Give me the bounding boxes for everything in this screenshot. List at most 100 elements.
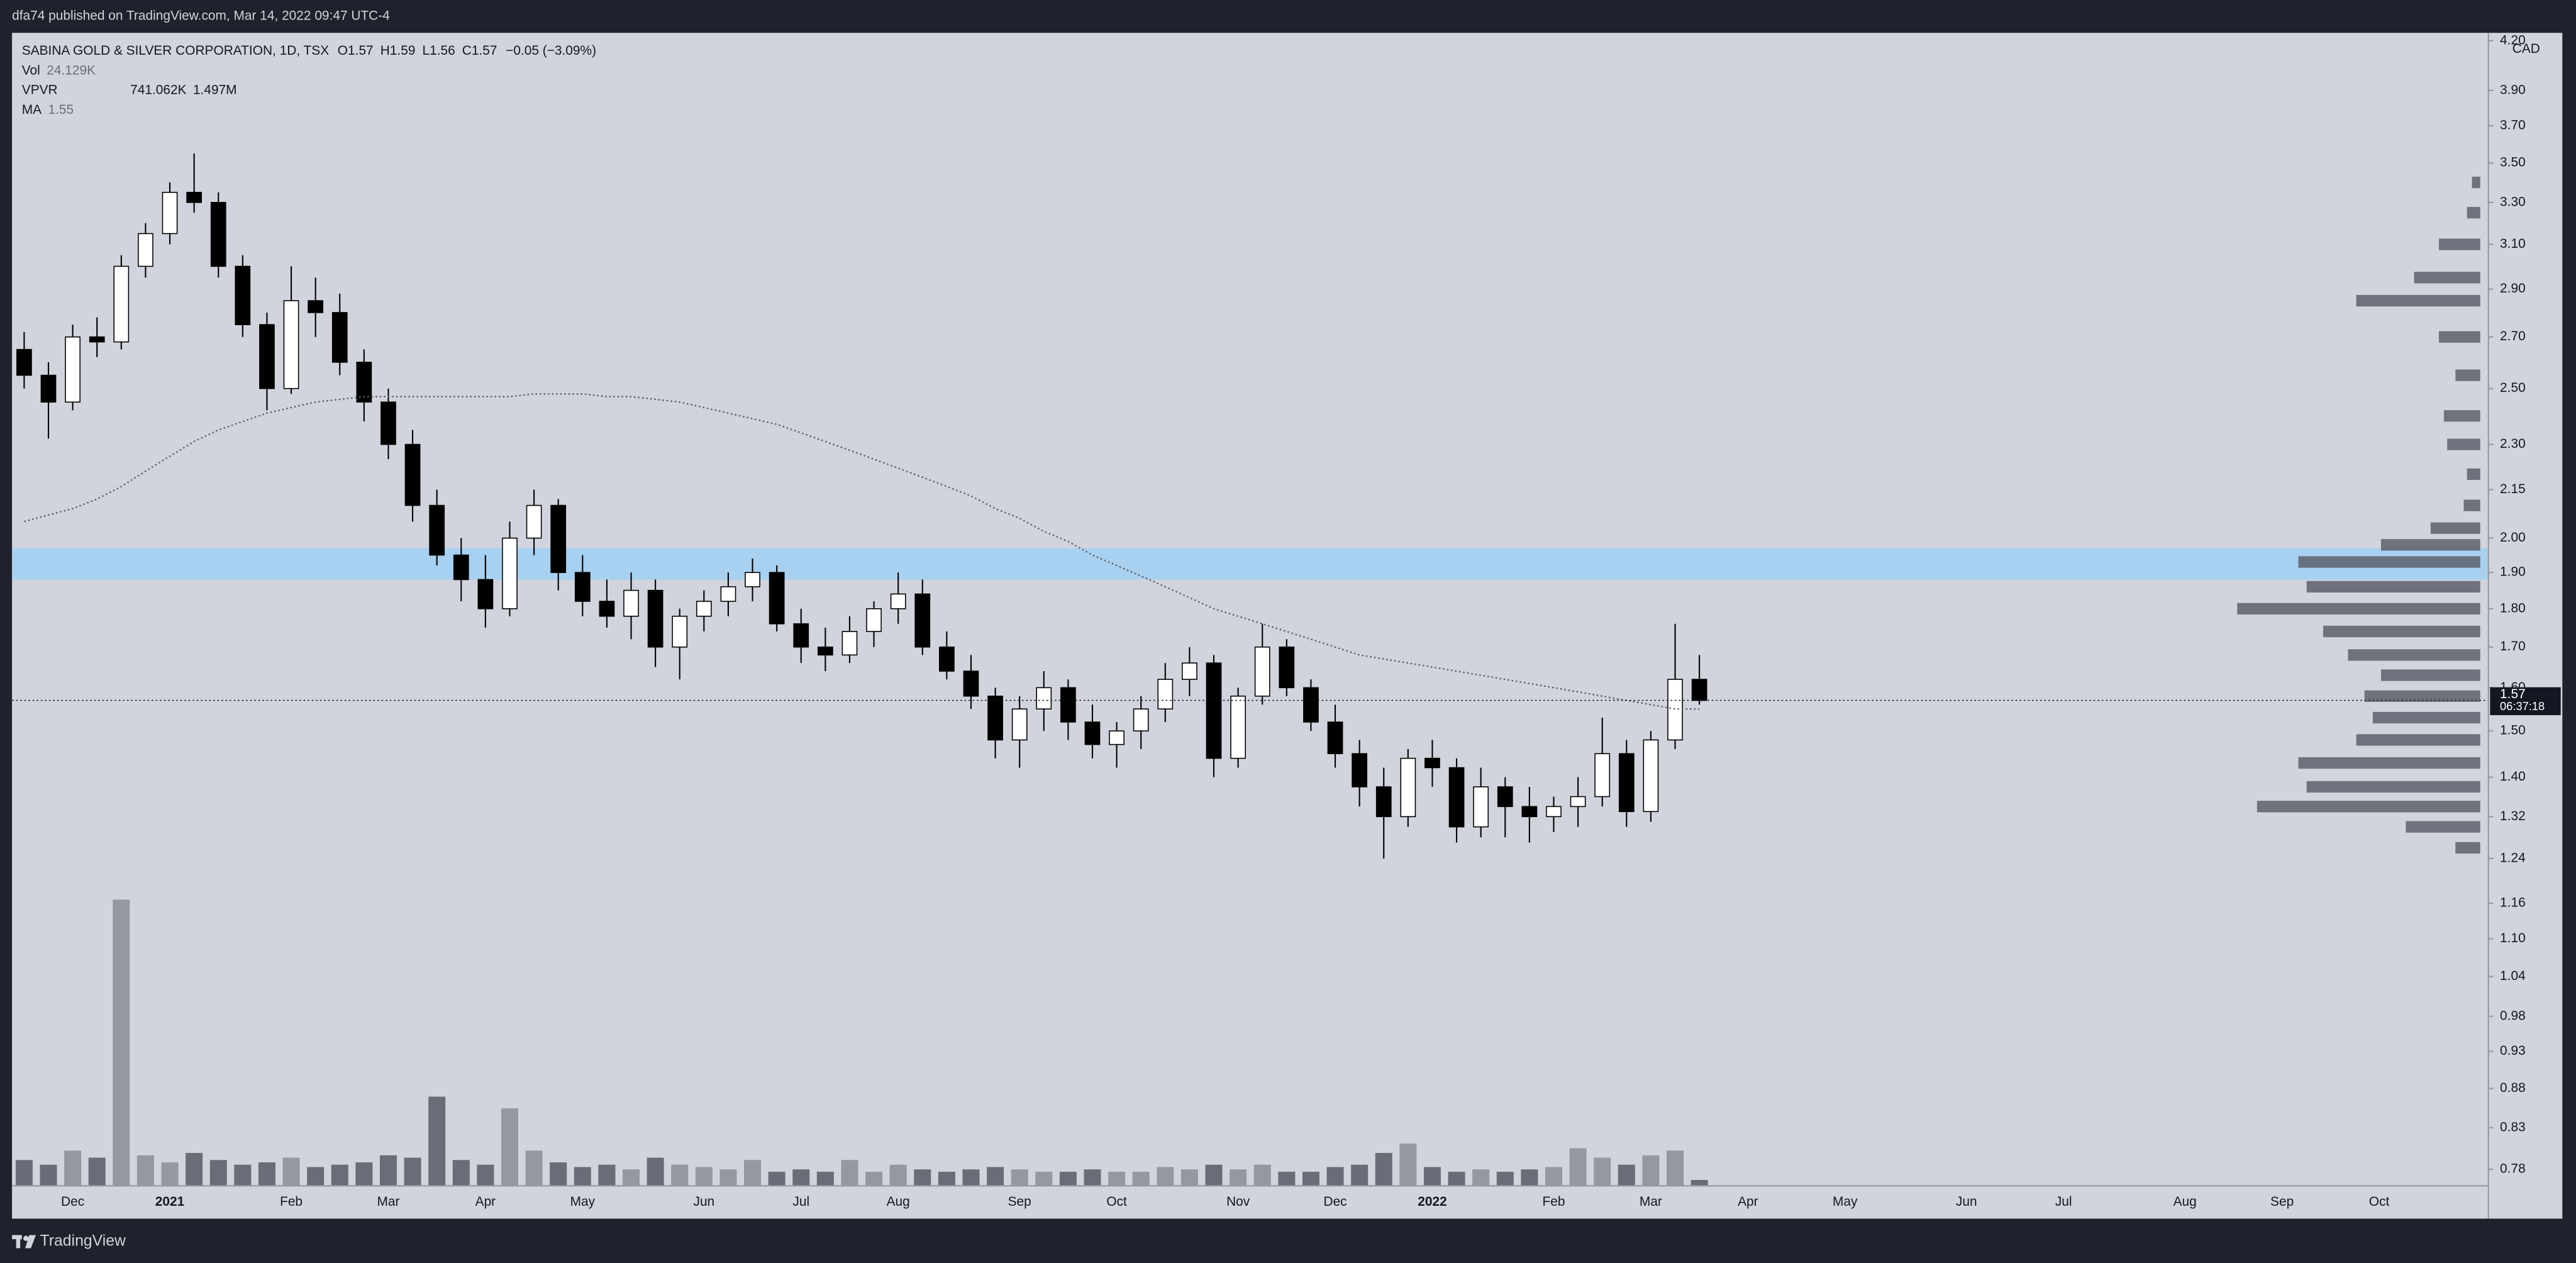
candle-body xyxy=(1109,730,1124,745)
volume-bar xyxy=(1667,1150,1684,1186)
volume-bar xyxy=(1569,1148,1587,1186)
candle-body xyxy=(841,631,858,656)
x-tick-label: Dec xyxy=(61,1194,84,1209)
candle-body xyxy=(696,601,712,617)
candle-body xyxy=(1084,721,1101,745)
volume-legend: Vol 24.129K xyxy=(22,63,96,77)
volume-bar xyxy=(598,1164,616,1186)
volume-bar xyxy=(1084,1169,1101,1186)
volume-bar xyxy=(501,1108,519,1186)
volume-bar xyxy=(186,1153,203,1186)
vpvr-bar xyxy=(2455,842,2480,854)
candle-body xyxy=(1254,646,1270,697)
y-tick-label: 1.24 xyxy=(2500,850,2526,865)
volume-bar xyxy=(113,899,130,1186)
volume-bar xyxy=(914,1169,931,1186)
y-tick-label: 3.50 xyxy=(2500,155,2526,170)
ohlc-value: 1.57 xyxy=(472,43,497,57)
volume-bar xyxy=(574,1167,591,1186)
candle-body xyxy=(745,572,760,587)
candle-body xyxy=(623,589,639,617)
x-tick-label: Apr xyxy=(1738,1194,1758,1209)
volume-bar xyxy=(88,1157,106,1186)
volume-bar xyxy=(647,1157,664,1186)
volume-bar xyxy=(404,1157,421,1186)
vpvr-bar xyxy=(2298,757,2480,769)
volume-bar xyxy=(768,1171,786,1186)
candle-body xyxy=(769,572,785,625)
volume-bar xyxy=(1230,1169,1247,1186)
brand: TradingView xyxy=(40,1233,126,1250)
last-price-box xyxy=(2490,687,2561,715)
y-tick-label: 1.10 xyxy=(2500,931,2526,945)
volume-bar xyxy=(452,1160,470,1186)
candle-body xyxy=(866,608,882,632)
volume-bar xyxy=(1496,1171,1514,1186)
volume-bar xyxy=(1594,1157,1611,1186)
volume-bar xyxy=(525,1150,543,1186)
candle-body xyxy=(331,312,348,363)
vpvr-bar xyxy=(2257,801,2480,813)
vpvr-bar xyxy=(2406,821,2480,833)
brand-logo xyxy=(12,1235,36,1249)
candle-body xyxy=(259,324,275,389)
legend-name: Vol xyxy=(22,63,40,77)
volume-bar xyxy=(1011,1169,1028,1186)
volume-bar xyxy=(841,1160,858,1186)
x-tick-label: May xyxy=(570,1194,596,1209)
currency: CAD xyxy=(2512,42,2540,56)
vpvr-bar xyxy=(2380,669,2480,681)
vpvr-bar xyxy=(2364,690,2480,702)
candle-body xyxy=(89,336,105,343)
y-tick-label: 0.98 xyxy=(2500,1008,2526,1023)
y-tick-label: 0.93 xyxy=(2500,1043,2526,1058)
y-tick-label: 2.15 xyxy=(2500,482,2526,496)
volume-bar xyxy=(258,1162,275,1186)
volume-bar xyxy=(744,1160,762,1186)
candle-body xyxy=(1546,806,1562,818)
plot: Dec 2021 Feb Mar Apr May Jun Jul Aug Sep Oct Nov Dec… xyxy=(12,33,2526,1209)
vpvr-bar xyxy=(2467,468,2480,481)
ohlc-label: O xyxy=(338,43,348,57)
candle-body xyxy=(308,300,324,313)
y-tick-label: 1.04 xyxy=(2500,969,2526,983)
volume-bar xyxy=(1302,1171,1319,1186)
candle-body xyxy=(987,695,1003,741)
y-tick-label: 2.70 xyxy=(2500,329,2526,343)
volume-bar xyxy=(1157,1167,1174,1186)
candle-body xyxy=(1060,687,1076,723)
vpvr-bar xyxy=(2438,238,2480,250)
candle-body xyxy=(380,401,396,445)
volume-bar xyxy=(1351,1164,1368,1186)
volume-bar xyxy=(161,1162,179,1186)
candle-body xyxy=(404,443,421,506)
legend-value: 24.129K xyxy=(47,63,96,77)
candle-body xyxy=(162,192,178,235)
last-price-label: 1.57 xyxy=(2500,687,2526,701)
x-tick-label: Dec xyxy=(1323,1194,1346,1209)
candle-body xyxy=(1570,796,1586,808)
candle-body xyxy=(720,586,736,602)
symbol: SABINA GOLD & SILVER CORPORATION, 1D, TS… xyxy=(22,43,329,57)
x-tick-label: Apr xyxy=(475,1194,496,1209)
x-tick-label: Sep xyxy=(1008,1194,1031,1209)
ohlc-label: L xyxy=(422,43,430,57)
candle-body xyxy=(914,593,931,648)
candle-body xyxy=(1133,708,1149,732)
volume-bar xyxy=(355,1162,373,1186)
candle-body xyxy=(1521,806,1538,818)
volume-bar xyxy=(550,1162,567,1186)
volume-bar xyxy=(331,1164,348,1186)
volume-bar xyxy=(1642,1155,1660,1186)
volume-bar xyxy=(1448,1171,1465,1186)
volume-bar xyxy=(1326,1167,1344,1186)
candle-body xyxy=(113,265,130,343)
x-tick-label: Oct xyxy=(1106,1194,1127,1209)
candle-body xyxy=(599,601,615,617)
volume-bar xyxy=(889,1164,907,1186)
candle-body xyxy=(1327,721,1343,755)
volume-bar xyxy=(1253,1164,1271,1186)
y-tick-label: 3.10 xyxy=(2500,236,2526,251)
x-tick-label: Aug xyxy=(2174,1194,2197,1209)
candle-body xyxy=(939,646,955,672)
